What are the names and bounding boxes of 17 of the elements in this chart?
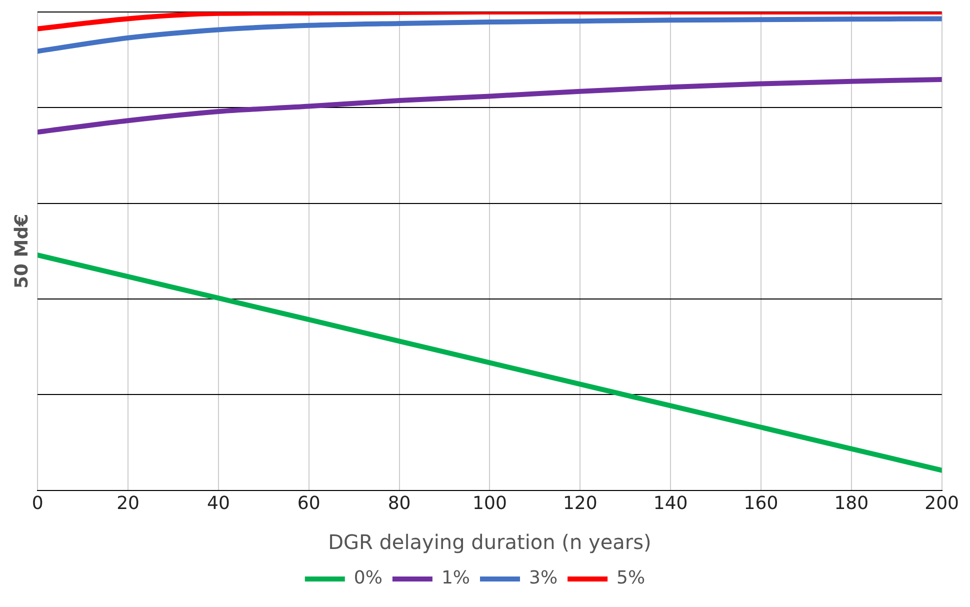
x-tick-label: 120: [562, 492, 598, 514]
legend-label: 1%: [441, 568, 470, 589]
x-tick-label: 20: [116, 492, 140, 514]
x-tick-label: 180: [834, 492, 869, 514]
x-tick-label: 60: [297, 492, 320, 514]
x-tick-label: 140: [653, 492, 688, 514]
x-tick-label: 160: [744, 492, 778, 514]
legend-label: 0%: [354, 568, 382, 589]
legend-label: 3%: [529, 568, 558, 589]
x-tick-label: 100: [472, 492, 507, 514]
legend-label: 5%: [616, 568, 646, 589]
x-tick-label: 0: [32, 492, 44, 514]
x-axis-title: DGR delaying duration (n years): [328, 530, 652, 554]
y-axis-title: 50 Md€: [11, 214, 32, 289]
x-tick-label: 200: [924, 492, 959, 514]
x-tick-label: 80: [388, 492, 411, 514]
x-tick-label: 40: [206, 492, 230, 514]
